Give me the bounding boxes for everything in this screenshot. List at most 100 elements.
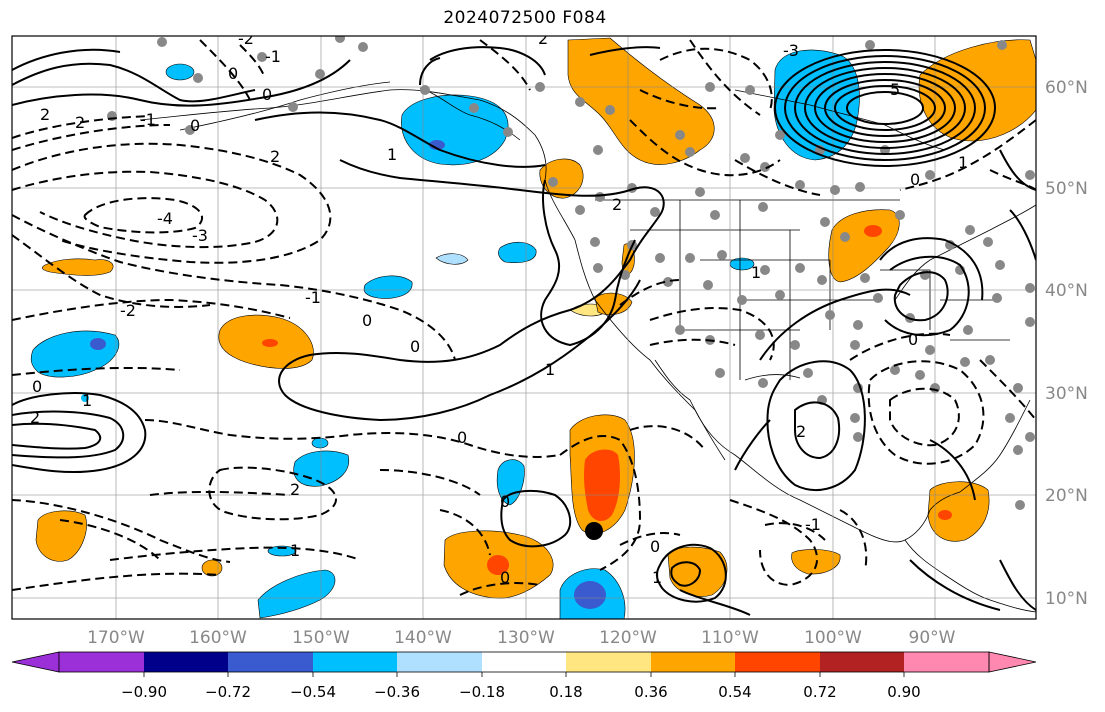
svg-text:2: 2: [30, 408, 40, 427]
blue-dot-hawaii: [311, 437, 329, 449]
map-background: [12, 36, 1036, 619]
svg-text:2: 2: [796, 422, 806, 441]
high-pressure-rings: [774, 49, 996, 167]
blue-dot-west-center: [81, 394, 89, 402]
contour-labels: -2 -1 0 2 2 -1 0 0 1 2 -4 -3 -2 -1 0 0 1…: [30, 29, 968, 587]
blue-area-tropical-mid: [496, 459, 525, 506]
svg-text:2: 2: [75, 113, 85, 132]
svg-text:130°W: 130°W: [497, 628, 555, 648]
svg-text:90°W: 90°W: [909, 628, 956, 648]
svg-text:170°W: 170°W: [87, 628, 145, 648]
svg-text:2: 2: [612, 195, 622, 214]
svg-text:−0.72: −0.72: [205, 683, 251, 701]
svg-text:100°W: 100°W: [804, 628, 862, 648]
storm-center-marker: [585, 522, 603, 540]
colorbar-swatch-5: [397, 652, 482, 672]
blue-area-alaska: [401, 94, 509, 166]
colorbar-tick-labels: −0.90 −0.72 −0.54 −0.36 −0.18 0.18 0.36 …: [121, 683, 921, 701]
svg-text:140°W: 140°W: [394, 628, 452, 648]
red-area-tropical-east: [584, 449, 620, 522]
svg-text:−0.90: −0.90: [121, 683, 167, 701]
svg-text:0: 0: [190, 116, 200, 135]
colorbar-swatch-3: [228, 652, 313, 672]
darkblue-spot-west: [90, 338, 106, 350]
svg-text:150°W: 150°W: [292, 628, 350, 648]
map-frame: [11, 35, 1037, 620]
svg-text:0: 0: [500, 492, 510, 511]
svg-text:0: 0: [457, 428, 467, 447]
orange-area-northeast: [918, 39, 1036, 142]
colorbar-swatch-10: [820, 652, 904, 672]
svg-text:0: 0: [650, 537, 660, 556]
colorbar-swatch-8: [651, 652, 735, 672]
svg-text:0: 0: [410, 337, 420, 356]
svg-text:0: 0: [32, 377, 42, 396]
orange-patch-southwest: [35, 510, 87, 562]
svg-text:1: 1: [290, 541, 300, 560]
solid-contours: [12, 46, 1036, 616]
svg-text:−0.18: −0.18: [459, 683, 505, 701]
svg-text:1: 1: [82, 391, 92, 410]
svg-text:0: 0: [362, 311, 372, 330]
svg-text:-1: -1: [305, 288, 321, 307]
svg-text:2: 2: [40, 105, 50, 124]
colorbar-left-triangle: [11, 651, 60, 673]
svg-text:30°N: 30°N: [1045, 384, 1088, 404]
svg-text:0.18: 0.18: [549, 683, 582, 701]
svg-text:2: 2: [270, 147, 280, 166]
svg-text:1: 1: [387, 145, 397, 164]
svg-text:120°W: 120°W: [599, 628, 657, 648]
svg-text:0: 0: [500, 568, 510, 587]
longitude-labels: 170°W 160°W 150°W 140°W 130°W 120°W 110°…: [87, 628, 956, 648]
svg-text:-3: -3: [192, 226, 208, 245]
colorbar-outline: [58, 651, 990, 673]
colorbar-swatch-7: [566, 652, 651, 672]
svg-text:160°W: 160°W: [189, 628, 247, 648]
svg-text:-2: -2: [120, 301, 136, 320]
lightblue-spot-pacific: [435, 253, 469, 265]
red-spot-gulf: [938, 510, 952, 520]
darkblue-spot-alaska: [429, 140, 445, 150]
svg-text:0.72: 0.72: [803, 683, 836, 701]
svg-text:0: 0: [908, 330, 918, 349]
colorbar-swatch-6: [482, 652, 566, 672]
darkblue-spot-tropical: [574, 581, 606, 609]
svg-text:2: 2: [290, 480, 300, 499]
svg-text:1: 1: [958, 153, 968, 172]
svg-text:0: 0: [262, 85, 272, 104]
svg-text:2: 2: [538, 29, 548, 48]
svg-text:50°N: 50°N: [1045, 179, 1088, 199]
svg-text:-2: -2: [238, 29, 254, 48]
colorbar-swatch-11: [904, 652, 989, 672]
svg-text:1: 1: [652, 568, 662, 587]
blue-dot-hawaii-south: [267, 545, 297, 557]
svg-text:-4: -4: [157, 209, 173, 228]
red-spot-hawaii-north: [262, 339, 278, 347]
svg-text:-1: -1: [805, 515, 821, 534]
blue-dot-aleutian: [165, 63, 195, 81]
latitude-labels: 60°N 50°N 40°N 30°N 20°N 10°N: [1045, 78, 1088, 609]
svg-text:40°N: 40°N: [1045, 281, 1088, 301]
colorbar-swatch-1: [59, 652, 144, 672]
blue-area-hawaii-south: [257, 569, 336, 619]
svg-text:10°N: 10°N: [1045, 589, 1088, 609]
coastlines: [139, 81, 1036, 613]
colorbar-swatch-4: [313, 652, 397, 672]
svg-text:−0.54: −0.54: [290, 683, 336, 701]
svg-text:0: 0: [228, 64, 238, 83]
svg-text:60°N: 60°N: [1045, 78, 1088, 98]
dashed-contours: [12, 39, 1036, 596]
colorbar-right-triangle: [988, 651, 1037, 673]
svg-text:20°N: 20°N: [1045, 486, 1088, 506]
svg-text:1: 1: [545, 360, 555, 379]
orange-dot-south: [201, 559, 223, 577]
svg-text:-1: -1: [140, 110, 156, 129]
svg-text:-3: -3: [783, 41, 799, 60]
blue-spot-pacific-1: [498, 241, 537, 263]
colorbar: −0.90 −0.72 −0.54 −0.36 −0.18 0.18 0.36 …: [11, 651, 1037, 701]
svg-text:1: 1: [751, 263, 761, 282]
colorbar-swatch-2: [144, 652, 228, 672]
svg-text:110°W: 110°W: [701, 628, 759, 648]
svg-text:0: 0: [910, 170, 920, 189]
